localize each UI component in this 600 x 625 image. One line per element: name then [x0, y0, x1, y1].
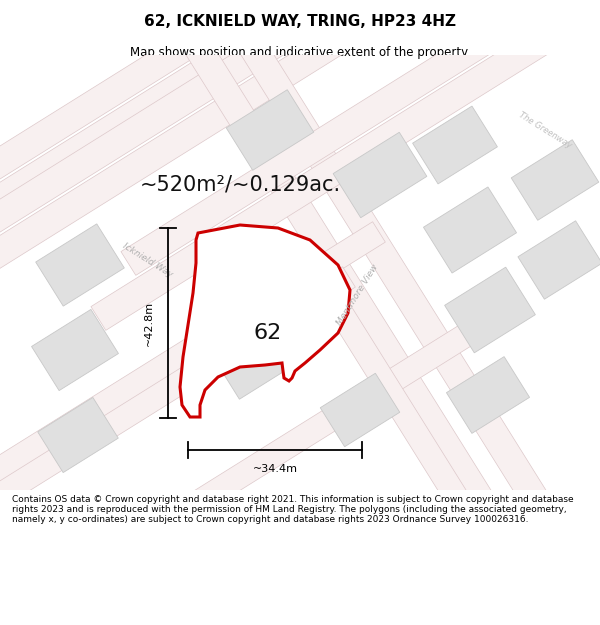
Polygon shape — [518, 221, 600, 299]
Polygon shape — [35, 224, 124, 306]
Text: ~42.8m: ~42.8m — [144, 301, 154, 346]
Polygon shape — [325, 296, 536, 614]
Polygon shape — [0, 0, 600, 276]
Text: Contains OS data © Crown copyright and database right 2021. This information is : Contains OS data © Crown copyright and d… — [12, 494, 574, 524]
Text: Map shows position and indicative extent of the property.: Map shows position and indicative extent… — [130, 46, 470, 59]
Text: 62: 62 — [254, 323, 282, 343]
Polygon shape — [145, 0, 600, 625]
Polygon shape — [511, 140, 599, 220]
Polygon shape — [213, 321, 297, 399]
Polygon shape — [0, 267, 355, 573]
Polygon shape — [0, 0, 579, 331]
Polygon shape — [93, 316, 487, 574]
Polygon shape — [91, 0, 600, 331]
Polygon shape — [0, 222, 385, 528]
Polygon shape — [38, 398, 118, 472]
Polygon shape — [445, 267, 535, 353]
Polygon shape — [446, 357, 530, 433]
Polygon shape — [89, 0, 590, 625]
Text: ~520m²/~0.129ac.: ~520m²/~0.129ac. — [139, 175, 341, 195]
Polygon shape — [333, 132, 427, 218]
Polygon shape — [121, 0, 600, 276]
Text: ~34.4m: ~34.4m — [253, 464, 298, 474]
Polygon shape — [424, 187, 517, 273]
Polygon shape — [180, 225, 350, 417]
Text: Icknield Way: Icknield Way — [121, 241, 175, 279]
Polygon shape — [32, 309, 118, 391]
Polygon shape — [413, 106, 497, 184]
Text: 62, ICKNIELD WAY, TRING, HP23 4HZ: 62, ICKNIELD WAY, TRING, HP23 4HZ — [144, 14, 456, 29]
Polygon shape — [226, 90, 314, 170]
Polygon shape — [0, 0, 600, 331]
Polygon shape — [0, 0, 600, 276]
Text: The Greenway: The Greenway — [517, 110, 573, 150]
Text: Mentmore View: Mentmore View — [335, 262, 380, 328]
Polygon shape — [320, 373, 400, 447]
